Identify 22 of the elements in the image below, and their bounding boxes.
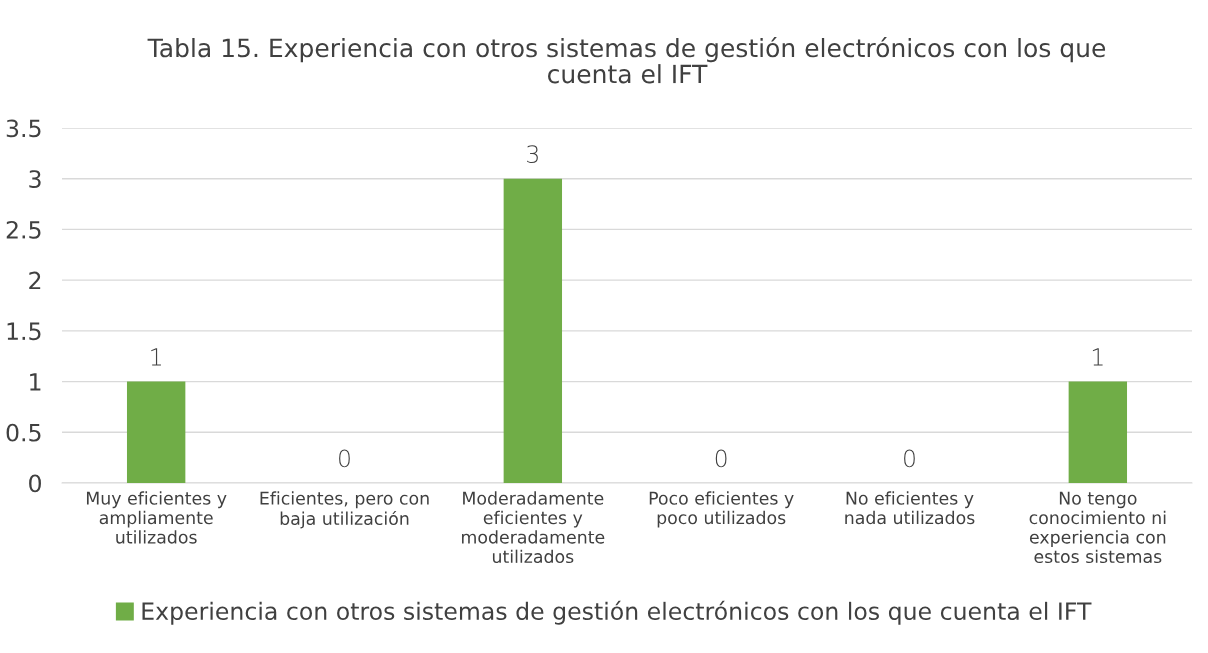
y-tick-label: 0 bbox=[29, 474, 41, 493]
chart-title: Tabla 15. Experiencia con otros sistemas de gestión electrónicos con los que cuenta el IFT bbox=[147, 37, 1106, 84]
data-label: 0 bbox=[339, 449, 350, 468]
legend-label: Experiencia con otros sistemas de gestión electrónicos con los que cuenta el IFT bbox=[142, 600, 1092, 625]
x-tick-label: No tengo conocimiento ni experiencia con estos sistemas bbox=[1029, 491, 1166, 564]
y-tick-label: 1 bbox=[30, 373, 41, 391]
data-label: 1 bbox=[1092, 348, 1103, 366]
y-tick-label: 2 bbox=[29, 271, 41, 290]
y-tick-label: 3 bbox=[29, 170, 41, 189]
y-tick-label: 3.5 bbox=[6, 119, 41, 138]
y-tick-label: 1.5 bbox=[7, 322, 41, 341]
x-tick-label: Moderadamente eficientes y moderadamente utilizados bbox=[462, 491, 605, 564]
data-label: 0 bbox=[904, 449, 915, 468]
data-label: 3 bbox=[527, 145, 538, 164]
x-tick-label: No eficientes y nada utilizados bbox=[845, 491, 975, 525]
x-tick-label: Muy eficientes y ampliamente utilizados bbox=[86, 491, 227, 544]
x-tick-label: Eficientes, pero con baja utilización bbox=[260, 491, 429, 529]
y-tick-label: 0.5 bbox=[6, 423, 41, 442]
y-tick-label: 2.5 bbox=[6, 220, 41, 239]
x-tick-label: Poco eficientes y poco utilizados bbox=[649, 491, 794, 528]
data-label: 1 bbox=[151, 348, 161, 366]
data-label: 0 bbox=[715, 449, 727, 468]
